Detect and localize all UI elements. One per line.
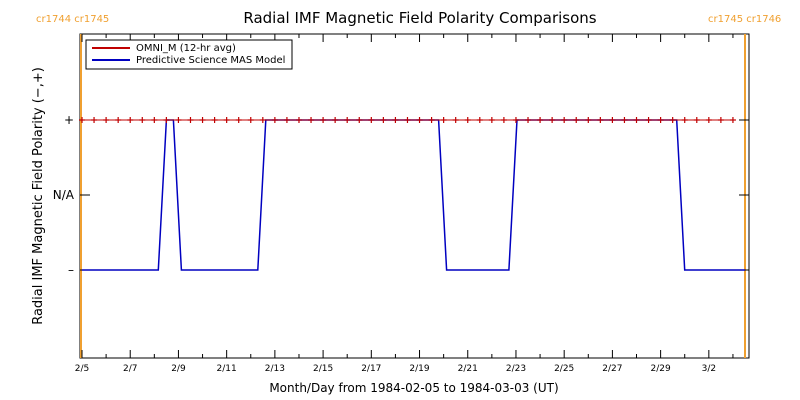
omni-point (127, 117, 134, 123)
legend-label-mas: Predictive Science MAS Model (136, 55, 285, 66)
x-tick-label: 2/9 (171, 364, 186, 374)
omni-point (79, 117, 85, 123)
y-tick-label: + (64, 113, 74, 127)
chart-title: Radial IMF Magnetic Field Polarity Compa… (243, 9, 596, 27)
y-axis: + N/A – (53, 113, 749, 277)
x-tick-label: 2/5 (75, 364, 89, 374)
omni-point (368, 117, 375, 123)
omni-point (633, 117, 640, 123)
omni-point (729, 117, 736, 123)
x-tick-label: 3/2 (702, 364, 716, 374)
omni-point (175, 117, 182, 123)
series-layer (79, 117, 745, 271)
omni-point (404, 117, 411, 123)
omni-point (235, 117, 242, 123)
omni-point (139, 117, 146, 123)
omni-point (549, 117, 556, 123)
x-axis: 2/5 2/7 2/9 2/11 2/13 2/15 2/17 2/19 2/21 2/23 2/2… (75, 34, 734, 374)
legend-label-omni: OMNI_M (12-hr avg) (136, 43, 236, 54)
omni-point (573, 117, 580, 123)
omni-point (380, 117, 387, 123)
omni-point (705, 117, 712, 123)
omni-point (585, 117, 592, 123)
omni-point (717, 117, 724, 123)
legend-box (85, 39, 293, 70)
omni-point (452, 117, 459, 123)
plot-frame (79, 33, 750, 359)
omni-point (476, 117, 483, 123)
omni-point (259, 117, 266, 123)
omni-point (211, 117, 218, 123)
carrington-label-right: cr1745 cr1746 (708, 14, 781, 25)
x-tick-label: 2/7 (123, 364, 137, 374)
omni-point (392, 117, 399, 123)
x-tick-label: 2/25 (554, 364, 574, 374)
y-tick-label: N/A (53, 188, 75, 202)
omni-point (247, 117, 254, 123)
omni-point (597, 117, 604, 123)
x-tick-label: 2/15 (313, 364, 333, 374)
omni-point (681, 117, 688, 123)
omni-point (283, 117, 290, 123)
omni-point (91, 117, 98, 123)
y-axis-label: Radial IMF Magnetic Field Polarity (−,+) (31, 67, 46, 325)
omni-point (561, 117, 568, 123)
omni-point (416, 117, 423, 123)
omni-point (199, 117, 206, 123)
omni-point (332, 117, 339, 123)
omni-point (103, 117, 110, 123)
omni-point (356, 117, 363, 123)
omni-point (621, 117, 628, 123)
x-tick-label: 2/29 (651, 364, 671, 374)
x-tick-label: 2/21 (458, 364, 478, 374)
omni-point (344, 117, 351, 123)
omni-point (512, 117, 519, 123)
x-tick-label: 2/13 (265, 364, 285, 374)
omni-point (308, 117, 315, 123)
omni-point (669, 117, 676, 123)
omni-point (428, 117, 435, 123)
legend: OMNI_M (12-hr avg) Predictive Science MA… (85, 39, 293, 70)
omni-point (163, 117, 170, 123)
omni-point (187, 117, 194, 123)
omni-point (440, 117, 447, 123)
omni-point (295, 117, 302, 123)
omni-point (115, 117, 122, 123)
x-tick-label: 2/17 (361, 364, 381, 374)
x-tick-label: 2/27 (602, 364, 622, 374)
x-tick-label: 2/23 (506, 364, 526, 374)
omni-point (320, 117, 327, 123)
omni-point (645, 117, 652, 123)
omni-point (537, 117, 544, 123)
omni-point (657, 117, 664, 123)
omni-point (488, 117, 495, 123)
x-tick-label: 2/11 (217, 364, 237, 374)
x-axis-label: Month/Day from 1984-02-05 to 1984-03-03 … (269, 381, 558, 395)
y-tick-label: – (68, 263, 74, 277)
omni-point (525, 117, 532, 123)
x-tick-label: 2/19 (409, 364, 429, 374)
omni-point (500, 117, 507, 123)
carrington-label-left: cr1744 cr1745 (36, 14, 109, 25)
carrington-lines (80, 34, 746, 358)
omni-point (693, 117, 700, 123)
omni-point (223, 117, 230, 123)
series-line-mas-model (82, 119, 745, 271)
omni-point (609, 117, 616, 123)
omni-point (271, 117, 278, 123)
omni-point (151, 117, 158, 123)
omni-point (464, 117, 471, 123)
